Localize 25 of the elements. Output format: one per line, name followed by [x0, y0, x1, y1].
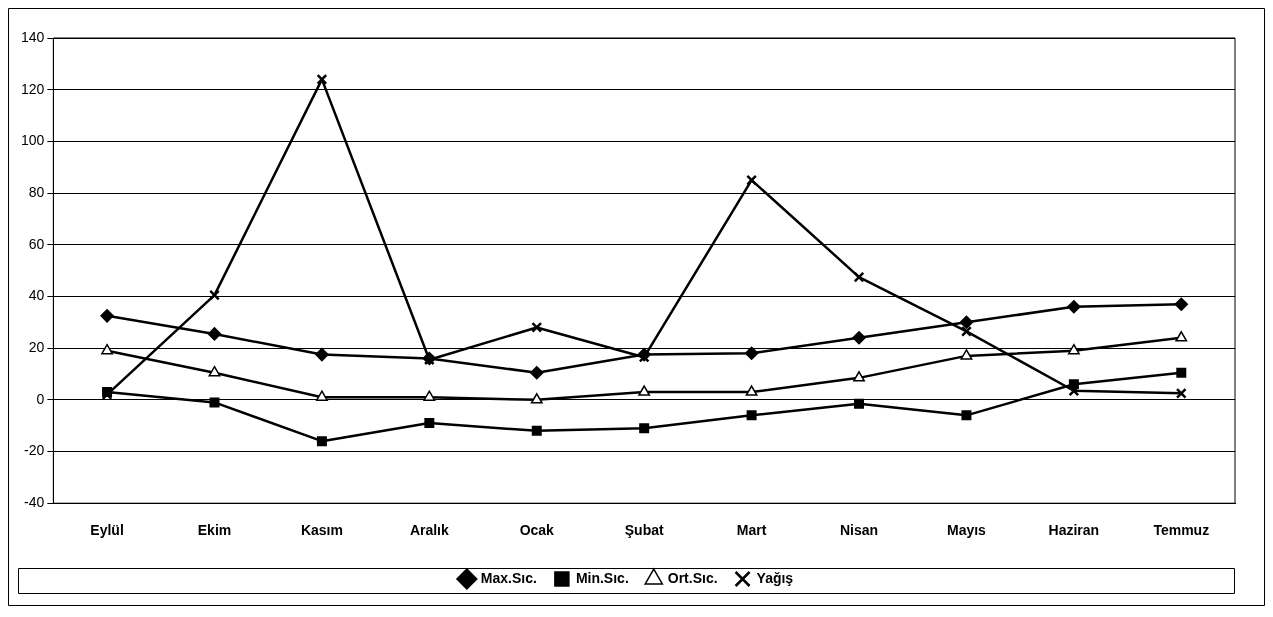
y-tick-label: -20	[24, 442, 45, 459]
x-tick-label: Aralık	[409, 522, 449, 539]
x-tick-label: Şubat	[624, 522, 664, 539]
legend-label: Max.Sıc.	[480, 569, 537, 586]
legend-label: Ort.Sıc.	[667, 569, 718, 586]
y-tick-label: 140	[21, 28, 45, 45]
x-tick-label: Mayıs	[946, 522, 987, 539]
x-tick-label: Eylül	[90, 522, 124, 539]
y-tick-label: 60	[28, 235, 45, 252]
y-tick-label: 80	[28, 183, 45, 200]
y-tick-label: -40	[24, 494, 45, 511]
y-tick-label: 100	[21, 132, 45, 149]
x-tick-label: Temmuz	[1153, 522, 1210, 539]
legend-label: Min.Sıc.	[575, 569, 629, 586]
y-tick-label: 40	[28, 287, 45, 304]
x-tick-label: Ekim	[197, 522, 232, 539]
x-tick-label: Ocak	[519, 522, 555, 539]
x-tick-label: Nisan	[839, 522, 879, 539]
y-tick-label: 20	[28, 338, 45, 355]
legend-label: Yağış	[756, 569, 794, 586]
x-tick-label: Mart	[736, 522, 767, 539]
y-tick-label: 120	[21, 80, 45, 97]
x-tick-label: Haziran	[1048, 522, 1100, 539]
x-tick-label: Kasım	[300, 522, 343, 539]
y-tick-label: 0	[36, 390, 45, 407]
